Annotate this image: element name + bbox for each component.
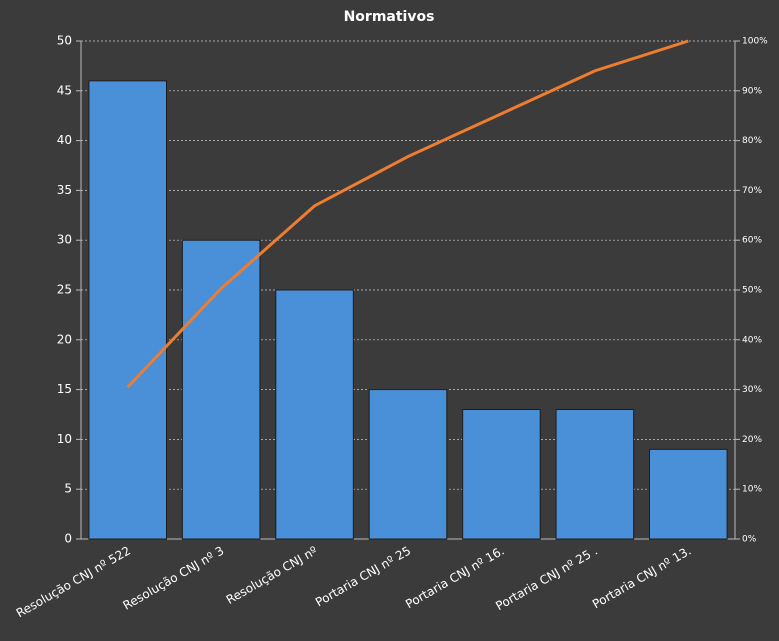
y-tick-label: 45	[57, 83, 72, 97]
bar	[555, 409, 635, 540]
y-tick-label: 40	[57, 133, 72, 147]
y2-tick-label: 90%	[742, 86, 762, 96]
y2-tick-label: 40%	[742, 335, 762, 345]
y-tick-label: 15	[57, 382, 72, 396]
y-tick-label: 25	[57, 283, 72, 297]
bar	[368, 389, 448, 540]
y2-tick-label: 10%	[742, 485, 762, 495]
bar	[88, 80, 167, 540]
y2-tick-label: 100%	[742, 37, 768, 47]
y-tick-label: 10	[57, 432, 72, 446]
y2-tick-label: 80%	[742, 136, 762, 146]
y2-tick-label: 30%	[742, 385, 762, 395]
y2-tick-label: 50%	[742, 286, 762, 296]
bar	[181, 239, 261, 540]
chart-title: Normativos	[344, 9, 435, 25]
bar	[462, 409, 541, 540]
y2-tick-label: 20%	[742, 435, 762, 445]
bar	[275, 289, 354, 540]
y2-tick-label: 70%	[742, 186, 762, 196]
y-tick-label: 20	[57, 332, 72, 346]
y-tick-label: 30	[57, 233, 72, 247]
y-tick-label: 35	[57, 183, 72, 197]
cumulative-line	[126, 39, 689, 389]
y-tick-label: 0	[64, 532, 72, 546]
y-tick-label: 5	[64, 482, 72, 496]
bar	[649, 448, 728, 540]
y-tick-label: 50	[57, 34, 72, 48]
y2-tick-label: 60%	[742, 236, 762, 246]
y2-tick-label: 0%	[742, 535, 757, 545]
